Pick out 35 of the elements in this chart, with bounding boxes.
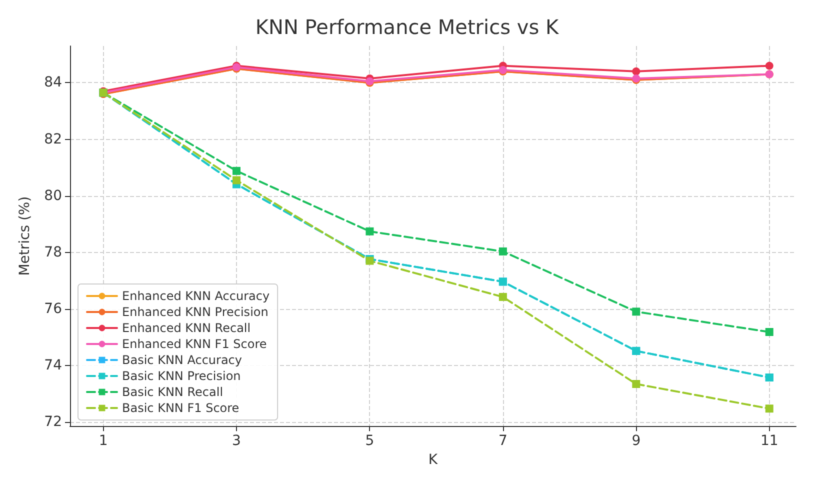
y-tick-label: 80	[44, 188, 62, 204]
x-tick-label: 3	[232, 433, 241, 450]
legend-label: Enhanced KNN Precision	[122, 305, 268, 319]
point	[232, 166, 241, 175]
legend-label: Basic KNN F1 Score	[122, 401, 240, 415]
legend-label: Enhanced KNN Recall	[122, 321, 251, 335]
point	[232, 176, 241, 184]
x-axis-title: K	[428, 452, 438, 468]
legend-label: Enhanced KNN F1 Score	[122, 337, 267, 351]
point	[632, 308, 640, 316]
y-tick-label: 78	[44, 244, 62, 260]
y-tick-label: 74	[44, 357, 62, 374]
legend-label: Enhanced KNN Accuracy	[122, 289, 270, 303]
x-tick-label: 11	[760, 433, 778, 450]
x-tick-label: 5	[365, 433, 374, 450]
legend-label: Basic KNN Precision	[122, 369, 241, 383]
x-tick-label: 9	[632, 433, 641, 450]
point	[765, 404, 774, 413]
x-tick-label: 1	[98, 433, 108, 450]
point	[765, 62, 774, 70]
legend-label: Basic KNN Recall	[122, 385, 224, 399]
point	[765, 328, 774, 336]
point	[366, 227, 374, 236]
point	[632, 380, 640, 388]
point	[498, 247, 507, 256]
x-tick-label: 7	[498, 433, 508, 450]
legend-label: Basic KNN Accuracy	[122, 353, 242, 367]
y-axis-title: Metrics (%)	[17, 196, 33, 276]
point	[498, 292, 507, 301]
y-tick-label: 84	[44, 74, 62, 91]
y-tick-label: 76	[44, 300, 62, 317]
point	[632, 67, 640, 76]
chart-title: KNN Performance Metrics vs K	[255, 15, 560, 39]
y-tick-label: 82	[44, 131, 62, 148]
y-tick-label: 72	[44, 414, 62, 430]
